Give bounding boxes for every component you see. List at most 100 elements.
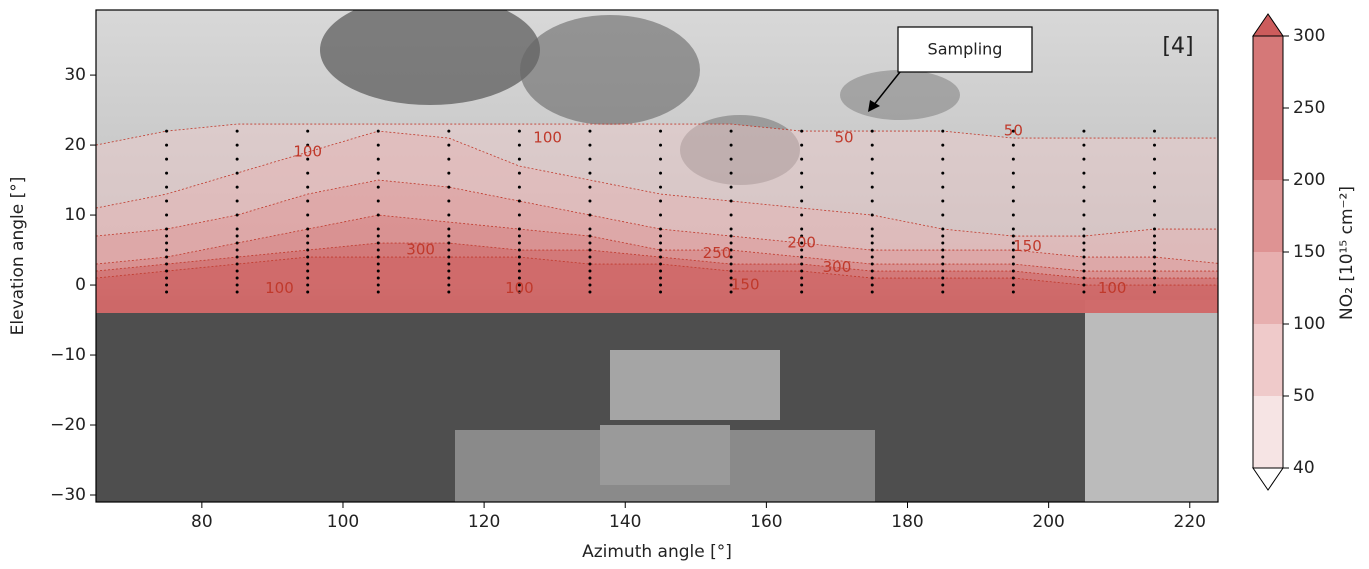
sampling-point <box>1152 227 1156 231</box>
sampling-point <box>941 234 945 238</box>
sampling-point <box>1152 234 1156 238</box>
sampling-point <box>165 255 169 259</box>
sampling-point <box>306 269 310 273</box>
sampling-point <box>376 283 380 287</box>
sampling-point <box>941 248 945 252</box>
sampling-point <box>306 283 310 287</box>
panel-label: [4] <box>1162 34 1193 59</box>
sampling-point <box>376 276 380 280</box>
colorbar-extend-max <box>1252 13 1284 37</box>
sampling-point <box>235 227 239 231</box>
sampling-point <box>870 255 874 259</box>
sampling-point <box>800 276 804 280</box>
sampling-point <box>165 248 169 252</box>
sampling-point <box>800 248 804 252</box>
sampling-point <box>729 143 733 147</box>
sampling-point <box>729 290 733 294</box>
sampling-point <box>1082 129 1086 133</box>
sampling-point <box>235 248 239 252</box>
sampling-point <box>1011 129 1015 133</box>
sampling-point <box>1082 185 1086 189</box>
colorbar-segment <box>1253 108 1283 180</box>
sampling-point <box>165 171 169 175</box>
sampling-point <box>659 129 663 133</box>
colorbar-tick-label: 200 <box>1293 170 1325 190</box>
sampling-point <box>1011 248 1015 252</box>
colorbar-tick-label: 300 <box>1293 26 1325 46</box>
sampling-point <box>447 157 451 161</box>
sampling-point <box>517 143 521 147</box>
sampling-point <box>517 262 521 266</box>
sampling-point <box>376 129 380 133</box>
sampling-point <box>659 199 663 203</box>
sampling-point <box>376 143 380 147</box>
contour-band <box>96 215 1218 314</box>
sampling-point <box>376 248 380 252</box>
sampling-point <box>447 143 451 147</box>
sampling-point <box>941 290 945 294</box>
sampling-point <box>870 262 874 266</box>
sampling-point <box>235 262 239 266</box>
sampling-point <box>941 227 945 231</box>
sampling-point <box>800 129 804 133</box>
x-tick-label: 180 <box>891 512 923 532</box>
sampling-point <box>800 234 804 238</box>
sampling-point <box>800 199 804 203</box>
contour-label: 100 <box>1098 279 1127 297</box>
sampling-point <box>941 199 945 203</box>
sampling-point <box>800 241 804 245</box>
colorbar-segment <box>1253 36 1283 108</box>
sampling-point <box>941 185 945 189</box>
contour-label: 50 <box>1004 122 1023 140</box>
sampling-point <box>1011 185 1015 189</box>
sampling-point <box>517 234 521 238</box>
sampling-point <box>1011 227 1015 231</box>
colorbar-tick-label: 100 <box>1293 314 1325 334</box>
sampling-point <box>729 241 733 245</box>
sampling-point <box>1011 290 1015 294</box>
contour-line <box>96 214 1218 272</box>
sampling-point <box>1152 262 1156 266</box>
contour-band <box>96 131 1218 314</box>
sampling-point <box>800 283 804 287</box>
colorbar-segment <box>1253 180 1283 252</box>
sampling-point <box>588 241 592 245</box>
sampling-point <box>376 213 380 217</box>
y-tick-label: −30 <box>50 485 86 505</box>
sampling-point <box>870 290 874 294</box>
sampling-point <box>588 262 592 266</box>
colorbar-tick-label: 50 <box>1293 386 1315 406</box>
sampling-point <box>870 129 874 133</box>
sampling-point <box>1011 241 1015 245</box>
sampling-point <box>870 157 874 161</box>
sampling-point <box>165 185 169 189</box>
annotation-arrowhead <box>868 100 880 112</box>
sampling-point <box>1011 234 1015 238</box>
y-tick-label: 20 <box>64 135 86 155</box>
sampling-point <box>447 199 451 203</box>
sampling-point <box>165 213 169 217</box>
sampling-point <box>1152 143 1156 147</box>
sampling-point <box>517 269 521 273</box>
sampling-point <box>1082 199 1086 203</box>
sampling-point <box>588 269 592 273</box>
plot-frame <box>95 9 1219 503</box>
sampling-point <box>376 234 380 238</box>
sampling-point <box>870 248 874 252</box>
sampling-point <box>941 157 945 161</box>
sampling-point <box>659 290 663 294</box>
x-tick-label: 100 <box>327 512 359 532</box>
x-tick-label: 120 <box>468 512 500 532</box>
sampling-point <box>588 248 592 252</box>
sampling-point <box>729 227 733 231</box>
sampling-point <box>517 283 521 287</box>
sampling-point <box>517 255 521 259</box>
sampling-point <box>659 185 663 189</box>
sampling-point <box>517 248 521 252</box>
contour-label: 250 <box>703 244 732 262</box>
y-tick-label: −10 <box>50 345 86 365</box>
sampling-point <box>1082 283 1086 287</box>
sampling-point <box>800 262 804 266</box>
contour-line <box>96 179 1218 264</box>
colorbar-tick-label: 40 <box>1293 458 1315 478</box>
